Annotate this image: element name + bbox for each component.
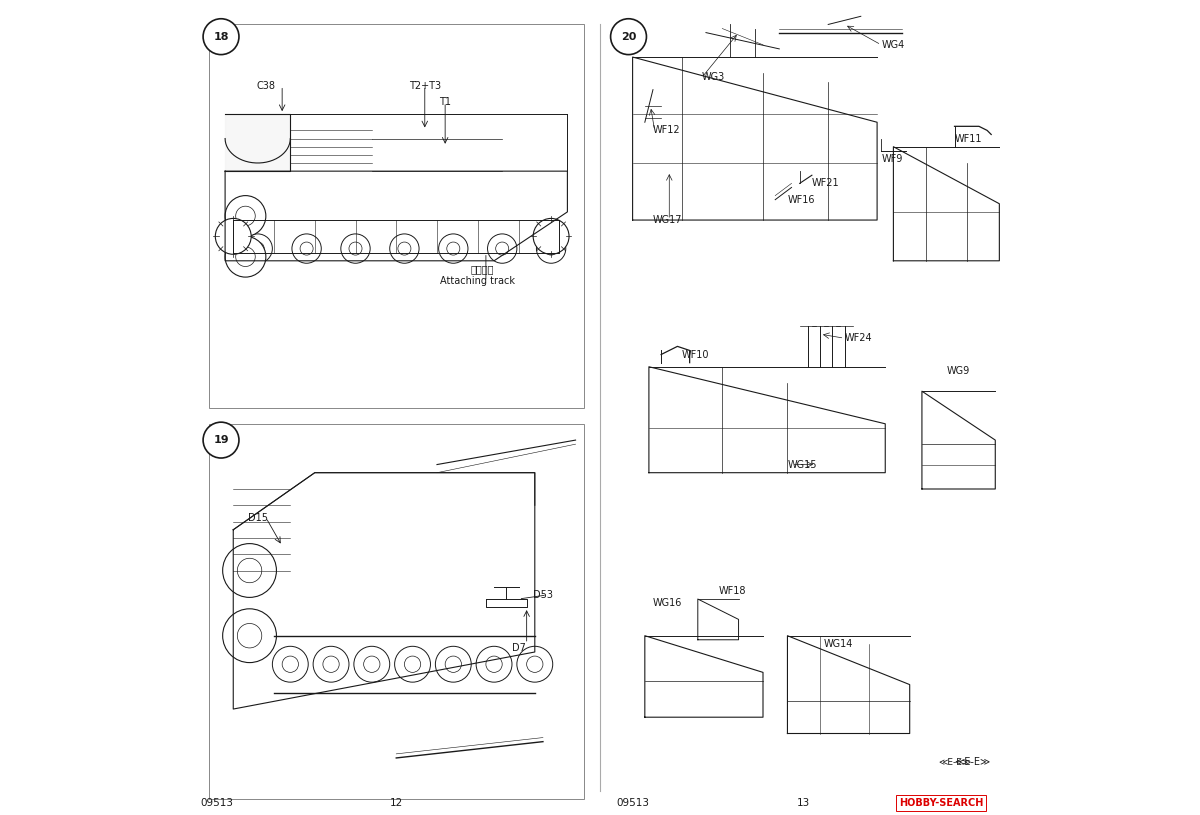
Circle shape [496,242,509,255]
Circle shape [398,242,410,255]
Circle shape [439,234,468,263]
Text: ≪E-E≫: ≪E-E≫ [954,757,991,767]
Circle shape [226,196,266,236]
Circle shape [203,19,239,55]
Bar [209,424,583,799]
Text: WF16: WF16 [787,195,815,205]
Circle shape [238,558,262,583]
Circle shape [282,656,299,672]
Circle shape [272,646,308,682]
Text: WF18: WF18 [718,586,745,596]
Text: 13: 13 [797,798,810,808]
Text: 20: 20 [620,32,636,42]
Text: WG16: WG16 [653,598,683,608]
Text: WF12: WF12 [653,126,680,135]
Text: WF9: WF9 [881,154,902,164]
Text: D7: D7 [511,643,526,653]
Circle shape [395,646,431,682]
Circle shape [390,234,419,263]
Circle shape [536,234,565,263]
Circle shape [203,422,239,458]
Text: T2+T3: T2+T3 [409,81,440,90]
Circle shape [341,234,370,263]
Text: HOBBY-SEARCH: HOBBY-SEARCH [899,798,983,808]
Text: D53: D53 [533,590,553,600]
Text: WG17: WG17 [653,215,683,225]
Polygon shape [226,114,290,171]
Circle shape [323,656,340,672]
Circle shape [487,234,517,263]
Circle shape [476,646,512,682]
Text: 19: 19 [214,435,229,445]
Text: WG9: WG9 [947,366,970,376]
Circle shape [300,242,313,255]
Text: Attaching track: Attaching track [440,276,515,286]
Circle shape [436,646,472,682]
Text: 09513: 09513 [617,798,649,808]
Text: WF21: WF21 [812,178,840,188]
Circle shape [223,609,276,663]
Circle shape [364,656,380,672]
Text: 12: 12 [390,798,403,808]
Text: WG4: WG4 [881,40,905,50]
Text: WG14: WG14 [824,639,853,649]
Text: WF11: WF11 [954,134,982,143]
Circle shape [235,247,256,267]
Circle shape [527,656,542,672]
Circle shape [235,206,256,226]
Circle shape [404,656,421,672]
Text: D15: D15 [247,513,268,522]
Text: 履帯接続: 履帯接続 [470,264,493,274]
Text: T1: T1 [439,97,451,107]
Bar [209,24,583,407]
Circle shape [611,19,647,55]
Circle shape [445,656,462,672]
Circle shape [313,646,349,682]
Circle shape [517,646,553,682]
Text: 09513: 09513 [200,798,234,808]
Text: C38: C38 [257,81,275,90]
Circle shape [238,623,262,648]
Circle shape [251,242,264,255]
Circle shape [223,544,276,597]
Text: WG3: WG3 [702,73,725,82]
Circle shape [292,234,322,263]
Circle shape [215,218,251,254]
Text: WF24: WF24 [845,333,872,343]
Circle shape [533,218,569,254]
Text: 18: 18 [214,32,229,42]
Text: ≪E-E≫: ≪E-E≫ [938,757,971,767]
Circle shape [545,242,558,255]
Circle shape [486,656,503,672]
Circle shape [354,646,390,682]
Text: WF10: WF10 [682,350,709,359]
Text: WG15: WG15 [787,460,817,469]
Circle shape [446,242,460,255]
Circle shape [349,242,362,255]
Circle shape [244,234,272,263]
Circle shape [226,236,266,277]
